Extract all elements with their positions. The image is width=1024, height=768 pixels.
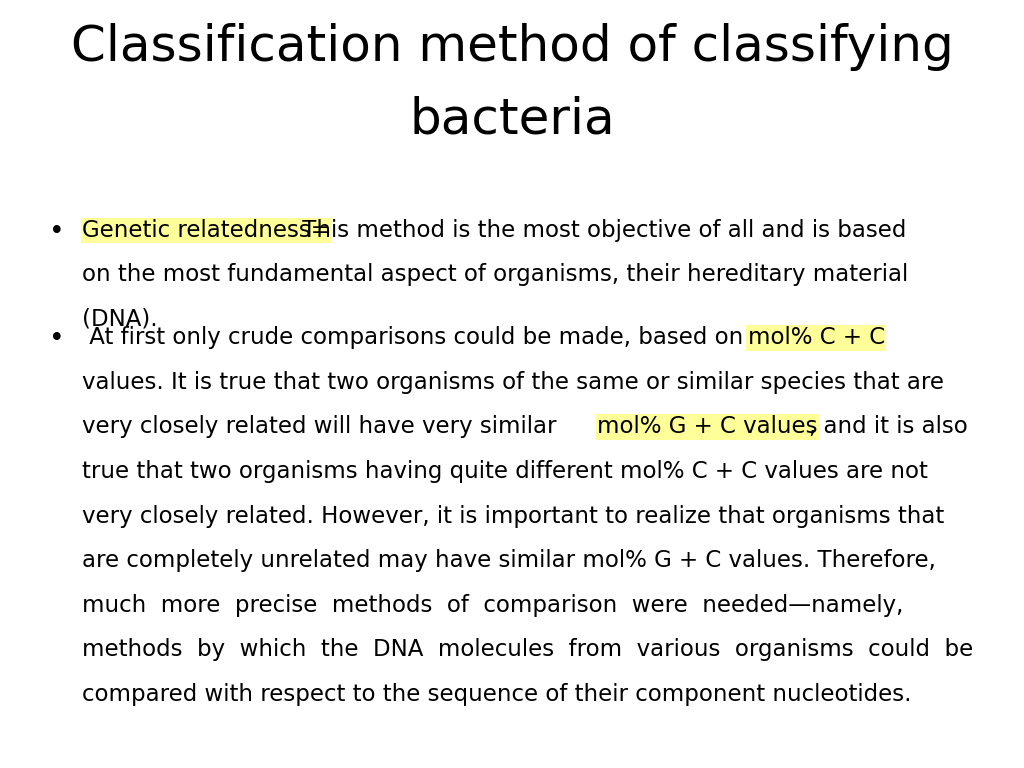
- Text: mol% G + C values: mol% G + C values: [597, 415, 817, 439]
- Text: very closely related will have very similar: very closely related will have very simi…: [82, 415, 563, 439]
- Text: values. It is true that two organisms of the same or similar species that are: values. It is true that two organisms of…: [82, 371, 944, 394]
- Text: •: •: [49, 219, 65, 245]
- Text: true that two organisms having quite different mol% C + C values are not: true that two organisms having quite dif…: [82, 460, 928, 483]
- Text: •: •: [49, 326, 65, 353]
- Text: methods  by  which  the  DNA  molecules  from  various  organisms  could  be: methods by which the DNA molecules from …: [82, 638, 973, 661]
- Text: At first only crude comparisons could be made, based on: At first only crude comparisons could be…: [82, 326, 751, 349]
- Text: much  more  precise  methods  of  comparison  were  needed—namely,: much more precise methods of comparison …: [82, 594, 903, 617]
- Text: Genetic relatedness=: Genetic relatedness=: [82, 219, 330, 242]
- Text: Classification method of classifying: Classification method of classifying: [71, 23, 953, 71]
- Text: (DNA).: (DNA).: [82, 308, 158, 331]
- Text: mol% C + C: mol% C + C: [748, 326, 885, 349]
- Text: on the most fundamental aspect of organisms, their hereditary material: on the most fundamental aspect of organi…: [82, 263, 908, 286]
- Text: very closely related. However, it is important to realize that organisms that: very closely related. However, it is imp…: [82, 505, 944, 528]
- Text: , and it is also: , and it is also: [809, 415, 968, 439]
- Text: bacteria: bacteria: [410, 96, 614, 144]
- Text: are completely unrelated may have similar mol% G + C values. Therefore,: are completely unrelated may have simila…: [82, 549, 936, 572]
- Text: compared with respect to the sequence of their component nucleotides.: compared with respect to the sequence of…: [82, 683, 911, 706]
- Text: This method is the most objective of all and is based: This method is the most objective of all…: [295, 219, 906, 242]
